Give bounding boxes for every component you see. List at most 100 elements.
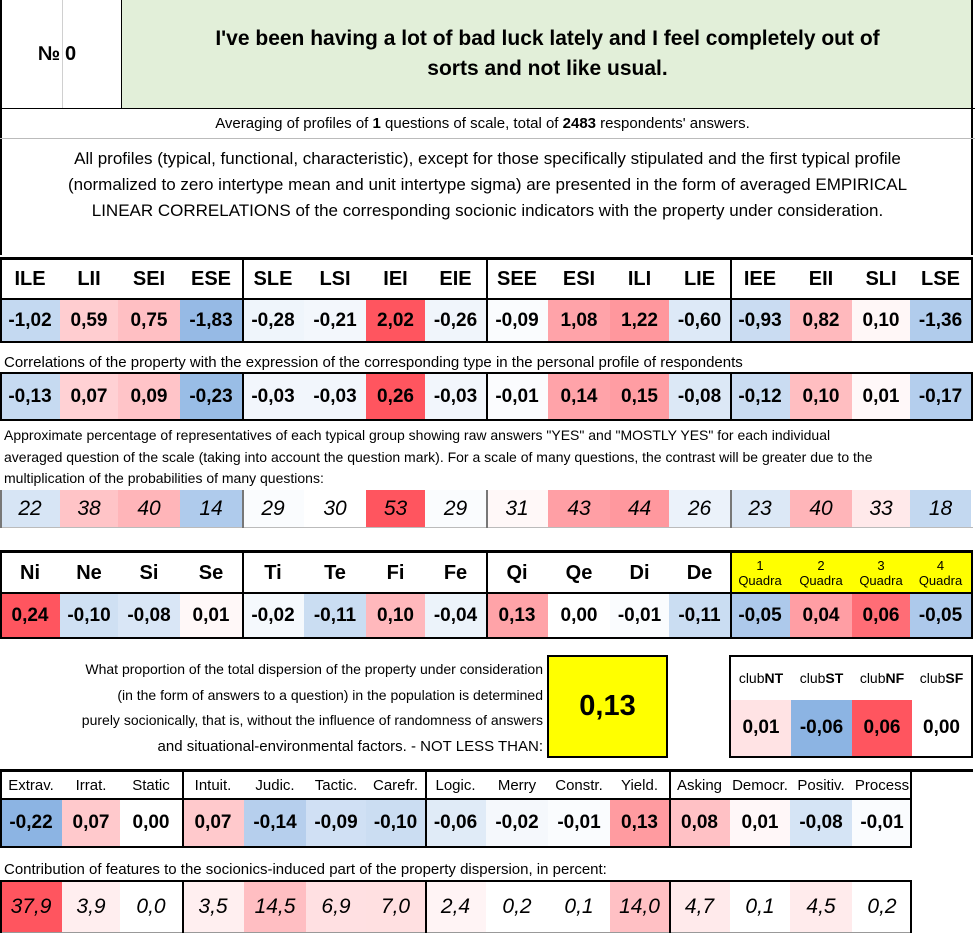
dispersion-line-4: and situational-environmental factors. -… <box>157 737 543 755</box>
summary-respondents: 2483 <box>562 115 597 132</box>
function-header-Qi: Qi <box>506 562 528 584</box>
type-correlation-SLE: -0,03 <box>242 374 304 419</box>
type-header-ESE: ESE <box>190 267 232 290</box>
type-correlation-SLI: 0,01 <box>852 374 910 419</box>
summary-questions: 1 <box>372 115 381 132</box>
dispersion-line-2: (in the form of answers to a question) i… <box>117 686 543 703</box>
type-percentage-LSI: 30 <box>304 490 366 528</box>
club-name: NT <box>764 670 784 686</box>
function-header-Di: Di <box>629 562 650 584</box>
type-correlation-LIE: -0,08 <box>669 374 730 419</box>
type-correlation-LSE: -0,17 <box>910 374 971 419</box>
description-line-2: (normalized to zero intertype mean and u… <box>67 175 908 194</box>
type-header-LII: LII <box>77 267 101 290</box>
trait-header-5: Tactic. <box>314 776 358 794</box>
trait-contribution-11: 4,7 <box>669 882 730 932</box>
club-prefix: club <box>738 670 765 686</box>
trait-header-12: Democr. <box>732 776 788 794</box>
type-profile-LII: 0,59 <box>60 300 118 341</box>
type-percentage-LIE: 26 <box>669 490 730 528</box>
type-profile-SEE: -0,09 <box>486 300 548 341</box>
percentage-note: Approximate percentage of representative… <box>4 425 873 490</box>
header-number-value: 0 <box>62 0 122 108</box>
title-box: I've been having a lot of bad luck latel… <box>122 0 973 108</box>
quadra-header-1: 1 Quadra <box>730 553 790 592</box>
type-correlation-EII: 0,10 <box>790 374 852 419</box>
contribution-note: Contribution of features to the socionic… <box>4 861 607 878</box>
quadra-value-2: 0,04 <box>790 594 852 637</box>
type-correlation-EIE: -0,03 <box>425 374 486 419</box>
type-header-ESI: ESI <box>562 267 596 290</box>
type-correlation-ESI: 0,14 <box>548 374 610 419</box>
type-percentage-SLI: 33 <box>852 490 910 528</box>
type-correlation-IEI: 0,26 <box>366 374 425 419</box>
dispersion-line-3: purely socionically, that is, without th… <box>81 712 543 728</box>
club-name: SF <box>945 670 964 686</box>
summary-line: Averaging of profiles of 1 questions of … <box>0 112 965 136</box>
type-header-LIE: LIE <box>683 267 716 290</box>
quadra-number: 1 <box>756 557 764 573</box>
trait-value-7: -0,06 <box>425 800 486 846</box>
type-correlation-SEI: 0,09 <box>118 374 180 419</box>
trait-header-7: Logic. <box>435 776 476 794</box>
type-percentage-LII: 38 <box>60 490 118 528</box>
type-header-ILI: ILI <box>627 267 652 290</box>
type-header-SLI: SLI <box>865 267 897 290</box>
type-profile-SLE: -0,28 <box>242 300 304 341</box>
trait-header-0: Extrav. <box>8 776 54 794</box>
club-value-NT: 0,01 <box>731 700 791 756</box>
club-header-NF: club NF <box>852 657 912 699</box>
function-header-De: De <box>686 562 713 584</box>
quadra-header-3: 3 Quadra <box>852 553 910 592</box>
type-header-IEI: IEI <box>383 267 408 290</box>
percentage-note-line-2: averaged question of the scale (taking i… <box>4 448 873 465</box>
function-header-Si: Si <box>139 562 159 584</box>
trait-value-9: -0,01 <box>548 800 610 846</box>
dispersion-value-box: 0,13 <box>547 655 668 758</box>
trait-contribution-13: 4,5 <box>790 882 852 932</box>
trait-value-10: 0,13 <box>610 800 669 846</box>
trait-contribution-14: 0,2 <box>852 882 912 932</box>
trait-header-2: Static <box>132 776 170 794</box>
function-header-Ni: Ni <box>20 562 40 584</box>
quadra-header-2: 2 Quadra <box>790 553 852 592</box>
description-line-3: LINEAR CORRELATIONS of the corresponding… <box>91 201 884 220</box>
trait-header-10: Yield. <box>621 776 658 794</box>
function-value-Fi: 0,10 <box>366 594 425 637</box>
quadra-number: 2 <box>817 557 825 573</box>
type-percentage-EIE: 29 <box>425 490 486 528</box>
type-correlation-IEE: -0,12 <box>730 374 790 419</box>
type-header-SLE: SLE <box>253 267 293 290</box>
title-line-2: sorts and not like usual. <box>427 57 668 80</box>
function-value-Si: -0,08 <box>118 594 180 637</box>
description-line-1: All profiles (typical, functional, chara… <box>74 149 901 168</box>
type-percentage-ILE: 22 <box>0 490 60 528</box>
function-header-Ne: Ne <box>76 562 102 584</box>
function-header-Fe: Fe <box>443 562 468 584</box>
summary-mid: questions of scale, total of <box>380 115 563 132</box>
trait-header-14: Process <box>854 776 910 794</box>
function-value-Qe: 0,00 <box>548 594 610 637</box>
type-profile-ILI: 1,22 <box>610 300 669 341</box>
type-profile-IEE: -0,93 <box>730 300 790 341</box>
quadra-number: 3 <box>877 557 885 573</box>
type-percentage-SEE: 31 <box>486 490 548 528</box>
type-profile-SEI: 0,75 <box>118 300 180 341</box>
type-profile-ILE: -1,02 <box>0 300 60 341</box>
type-percentage-IEE: 23 <box>730 490 790 528</box>
type-profile-EII: 0,82 <box>790 300 852 341</box>
trait-header-8: Merry <box>497 776 537 794</box>
function-value-Ti: -0,02 <box>242 594 304 637</box>
club-header-NT: club NT <box>731 657 791 699</box>
quadra-word: Quadra <box>738 572 782 588</box>
type-header-LSI: LSI <box>319 267 351 290</box>
type-header-ILE: ILE <box>14 267 46 290</box>
type-header-SEE: SEE <box>496 267 538 290</box>
function-value-Ne: -0,10 <box>60 594 118 637</box>
type-percentage-SEI: 40 <box>118 490 180 528</box>
type-profile-IEI: 2,02 <box>366 300 425 341</box>
type-percentage-ILI: 44 <box>610 490 669 528</box>
type-profile-ESI: 1,08 <box>548 300 610 341</box>
trait-value-0: -0,22 <box>0 800 62 846</box>
type-percentage-EII: 40 <box>790 490 852 528</box>
